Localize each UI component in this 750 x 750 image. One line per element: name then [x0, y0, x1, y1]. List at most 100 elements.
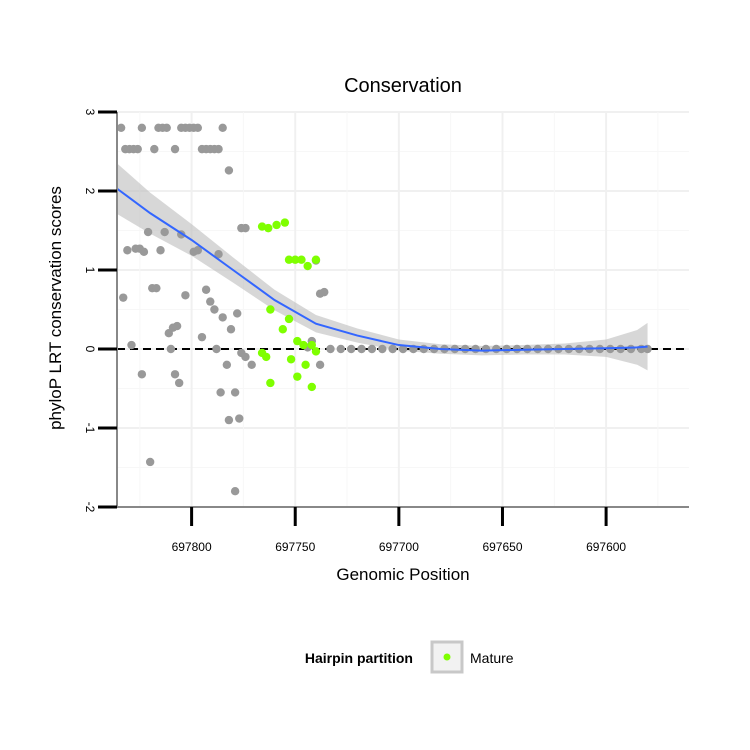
other-point — [398, 344, 408, 354]
other-point — [216, 388, 225, 397]
other-point — [214, 250, 223, 259]
mature-point — [297, 255, 306, 264]
legend-mature-swatch-icon — [443, 653, 451, 661]
other-point — [139, 247, 149, 257]
other-point — [224, 166, 234, 175]
other-point — [218, 313, 227, 322]
y-tick-label: 0 — [83, 346, 97, 353]
y-tick-label: 2 — [83, 188, 97, 195]
confidence-band — [117, 163, 648, 371]
mature-point — [293, 336, 302, 346]
other-point — [210, 305, 219, 314]
other-point — [127, 340, 136, 350]
mature-point — [307, 382, 317, 392]
y-tick-label: 1 — [83, 267, 97, 274]
smooth-line — [116, 187, 648, 352]
legend-label-mature: Mature — [470, 650, 514, 666]
other-point — [241, 223, 250, 233]
x-axis-ticks: 697800 697750 697700 697650 697600 — [172, 507, 626, 554]
other-point — [197, 332, 207, 342]
mature-point — [266, 378, 275, 388]
other-point — [241, 352, 250, 362]
x-tick-label: 697700 — [379, 540, 419, 554]
other-point — [357, 344, 366, 354]
mature-point — [311, 255, 321, 264]
other-point — [201, 285, 211, 294]
other-point — [206, 297, 215, 306]
other-point — [419, 344, 428, 354]
other-point — [233, 309, 242, 318]
other-point — [326, 344, 335, 354]
other-point — [119, 293, 128, 302]
other-point — [226, 325, 236, 334]
other-point — [143, 227, 153, 237]
other-point — [336, 344, 346, 354]
other-point — [193, 246, 203, 255]
x-tick-label: 697800 — [172, 540, 212, 554]
other-point — [367, 344, 377, 354]
other-point — [174, 378, 184, 388]
y-tick-label: 3 — [83, 109, 97, 116]
other-point — [247, 360, 256, 369]
other-point — [626, 344, 636, 354]
other-point — [388, 344, 397, 354]
other-point — [156, 246, 165, 255]
other-point — [235, 414, 244, 423]
y-tick-label: -1 — [83, 423, 97, 434]
mature-point — [284, 255, 294, 264]
mature-point — [311, 347, 321, 356]
other-point — [172, 321, 182, 331]
x-tick-label: 697650 — [482, 540, 522, 554]
mature-point — [280, 218, 290, 227]
x-tick-label: 697750 — [275, 540, 315, 554]
mature-point — [303, 261, 312, 271]
mature-point — [264, 223, 273, 233]
other-point — [166, 344, 176, 354]
other-point — [224, 415, 234, 425]
other-point — [137, 370, 147, 379]
other-point — [320, 287, 329, 297]
other-point — [152, 283, 161, 293]
mature-point — [291, 255, 300, 264]
other-point — [471, 344, 480, 354]
other-point — [150, 144, 159, 154]
mature-point — [299, 340, 308, 350]
other-point — [222, 360, 232, 369]
mature-points — [257, 218, 321, 392]
other-point — [181, 291, 190, 300]
mature-point — [286, 355, 296, 364]
mature-point — [266, 305, 275, 314]
other-point — [212, 344, 221, 354]
chart-title: Conservation — [344, 75, 462, 97]
mature-point — [272, 220, 281, 230]
legend-title: Hairpin partition — [305, 650, 413, 666]
other-point — [218, 123, 227, 132]
other-point — [492, 344, 501, 354]
y-axis-title: phyloP LRT conservation scores — [46, 186, 65, 430]
other-point — [145, 457, 155, 467]
other-point — [230, 388, 240, 397]
other-point — [315, 360, 325, 369]
other-point — [193, 123, 203, 132]
y-tick-label: -2 — [83, 502, 97, 513]
mature-point — [284, 314, 294, 324]
mature-point — [262, 352, 271, 362]
x-axis-title: Genomic Position — [336, 565, 469, 584]
other-point — [481, 344, 491, 354]
other-point — [123, 246, 132, 255]
other-point — [137, 123, 147, 132]
mature-point — [293, 372, 302, 381]
other-point — [346, 344, 356, 354]
x-tick-label: 697600 — [586, 540, 626, 554]
other-point — [502, 344, 511, 354]
mature-point — [301, 360, 310, 369]
other-point — [378, 344, 387, 354]
legend: Hairpin partition Mature — [305, 640, 514, 674]
confidence-band-layer — [117, 163, 648, 371]
other-point — [170, 144, 180, 154]
mature-point — [278, 325, 287, 334]
other-point — [160, 227, 169, 237]
mature-point — [307, 340, 317, 350]
other-point — [616, 344, 625, 354]
